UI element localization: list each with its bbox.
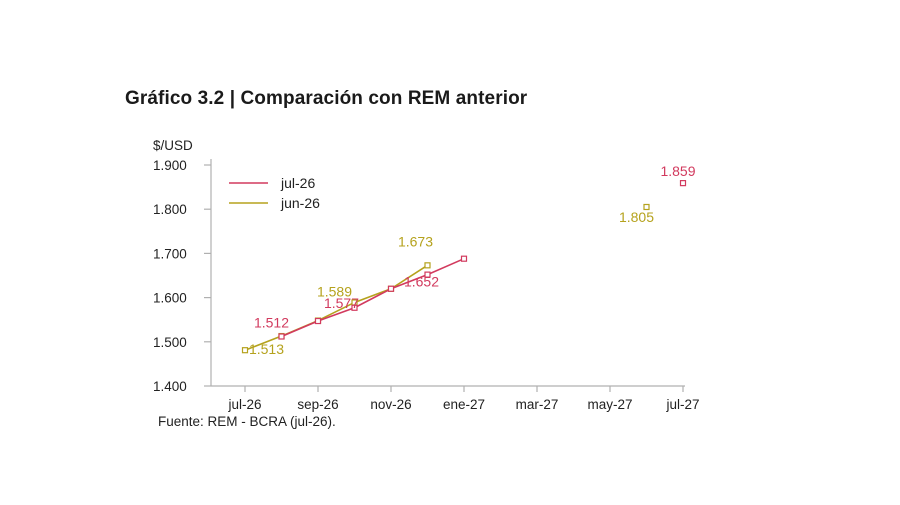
y-tick-label: 1.800 (153, 202, 187, 217)
data-label-jul-26: 1.652 (404, 274, 439, 290)
data-point-jun-26 (643, 203, 650, 211)
y-tick-label: 1.600 (153, 291, 187, 306)
chart-title: Gráfico 3.2 | Comparación con REM anteri… (125, 88, 528, 109)
data-point-jul-26 (387, 285, 395, 292)
y-axis-unit-label: $/USD (153, 138, 193, 153)
x-tick-label: nov-26 (370, 397, 411, 412)
series-line-jul-26 (281, 257, 465, 338)
data-point-jul-26 (278, 333, 285, 340)
y-tick-label: 1.500 (153, 335, 187, 350)
y-tick-label: 1.700 (153, 246, 187, 261)
x-tick-label: ene-27 (443, 397, 485, 412)
x-tick-label: jul-27 (665, 397, 699, 412)
x-tick-label: sep-26 (297, 397, 338, 412)
data-point-jun-26 (241, 347, 249, 354)
y-tick-label: 1.400 (153, 379, 187, 394)
y-tick-label: 1.900 (153, 158, 187, 173)
legend: jul-26 jun-26 (229, 175, 320, 211)
x-tick-label: mar-27 (516, 397, 559, 412)
data-label-jul-26: 1.512 (254, 314, 289, 330)
data-point-jul-26 (679, 180, 687, 187)
data-label-jun-26: 1.513 (249, 341, 284, 357)
legend-label-jun-26: jun-26 (280, 195, 320, 211)
data-point-jun-26 (424, 262, 431, 269)
data-point-jul-26 (314, 317, 322, 325)
x-tick-label: may-27 (587, 397, 632, 412)
data-point-jul-26 (351, 304, 358, 311)
legend-label-jul-26: jul-26 (280, 175, 315, 191)
data-label-jun-26: 1.589 (317, 283, 352, 299)
x-tick-label: jul-26 (227, 397, 261, 412)
series-line-jun-26 (244, 264, 428, 351)
source-note: Fuente: REM - BCRA (jul-26). (158, 414, 336, 429)
tick-labels: 1.400 1.500 1.600 1.700 1.800 1.900 $/USD jul-2… (153, 138, 700, 412)
data-point-jul-26 (424, 271, 431, 278)
data-label-jul-26: 1.859 (660, 163, 695, 179)
data-label-jun-26: 1.805 (619, 209, 654, 225)
data-label-jul-26: 1.577 (324, 295, 359, 311)
axes (204, 159, 685, 392)
series (241, 180, 687, 354)
data-label-jun-26: 1.673 (398, 233, 433, 249)
data-point-jul-26 (460, 255, 468, 262)
data-labels: 1.512 1.577 1.652 1.859 1.513 1.589 1.673 1.805 (249, 163, 696, 357)
